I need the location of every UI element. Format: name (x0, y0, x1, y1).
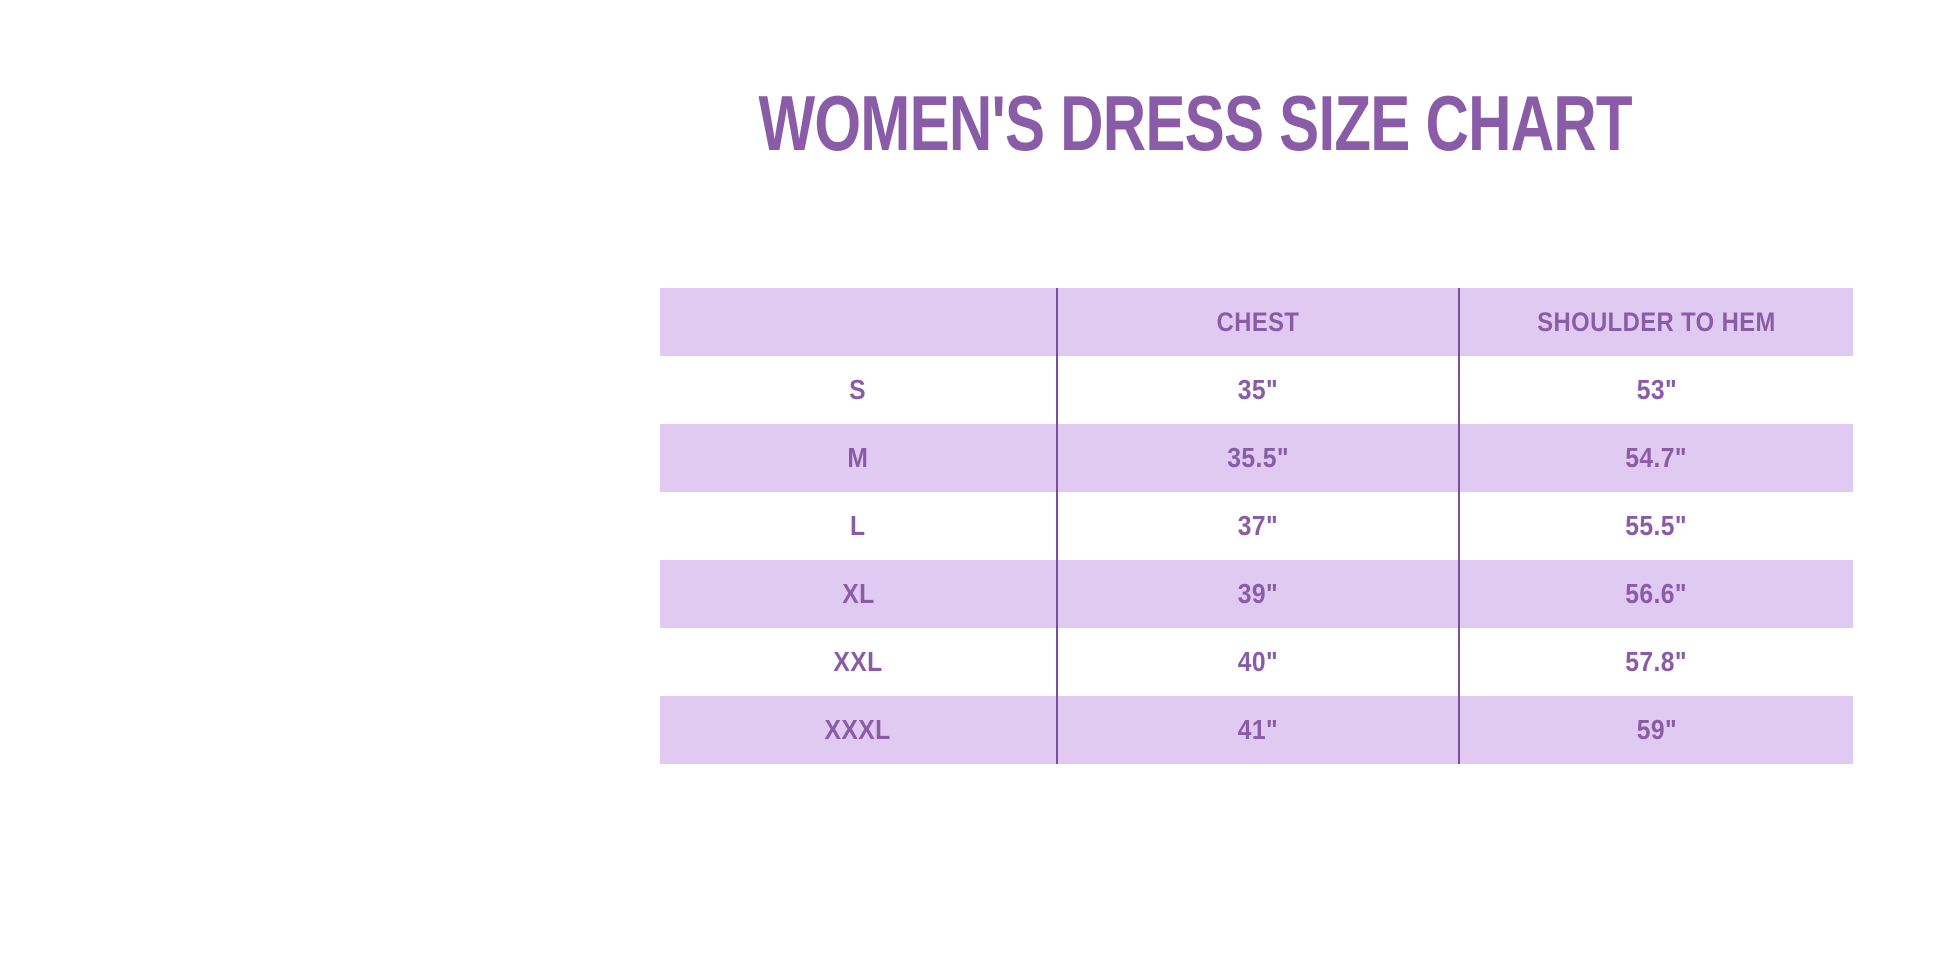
cell-size: XXXL (660, 696, 1056, 764)
cell-size: S (660, 356, 1056, 424)
cell-shoulder-to-hem: 59" (1458, 696, 1853, 764)
table-row: XXXL 41" 59" (660, 696, 1853, 764)
table-header-row: CHEST SHOULDER TO HEM (660, 288, 1853, 356)
cell-size: XL (660, 560, 1056, 628)
size-label: XXL (833, 646, 883, 677)
header-cell-chest: CHEST (1056, 288, 1458, 356)
cell-size: L (660, 492, 1056, 560)
chest-value: 35" (1237, 374, 1279, 405)
chest-value: 37" (1237, 510, 1279, 541)
shoulder-to-hem-value: 53" (1636, 374, 1677, 405)
cell-chest: 40" (1056, 628, 1458, 696)
cell-shoulder-to-hem: 55.5" (1458, 492, 1853, 560)
header-chest-label: CHEST (1216, 306, 1300, 337)
size-label: XXXL (824, 714, 892, 745)
cell-chest: 41" (1056, 696, 1458, 764)
cell-size: M (660, 424, 1056, 492)
shoulder-to-hem-value: 59" (1636, 714, 1677, 745)
size-table: CHEST SHOULDER TO HEM S 35" 53" M 35.5" (660, 288, 1853, 764)
page-title: WOMEN'S DRESS SIZE CHART (758, 79, 1632, 167)
cell-chest: 35" (1056, 356, 1458, 424)
table-row: S 35" 53" (660, 356, 1853, 424)
table-row: L 37" 55.5" (660, 492, 1853, 560)
shoulder-to-hem-value: 54.7" (1625, 442, 1688, 473)
cell-shoulder-to-hem: 56.6" (1458, 560, 1853, 628)
chest-value: 39" (1237, 578, 1279, 609)
header-shoulder-to-hem-label: SHOULDER TO HEM (1537, 306, 1776, 337)
shoulder-to-hem-value: 57.8" (1625, 646, 1688, 677)
size-label: S (849, 374, 867, 405)
table-row: XL 39" 56.6" (660, 560, 1853, 628)
cell-chest: 39" (1056, 560, 1458, 628)
chest-value: 41" (1237, 714, 1279, 745)
size-label: M (847, 442, 869, 473)
header-cell-shoulder-to-hem: SHOULDER TO HEM (1458, 288, 1853, 356)
cell-shoulder-to-hem: 57.8" (1458, 628, 1853, 696)
chest-value: 35.5" (1227, 442, 1289, 473)
cell-chest: 37" (1056, 492, 1458, 560)
chest-value: 40" (1237, 646, 1279, 677)
cell-chest: 35.5" (1056, 424, 1458, 492)
cell-size: XXL (660, 628, 1056, 696)
cell-shoulder-to-hem: 53" (1458, 356, 1853, 424)
table-row: M 35.5" 54.7" (660, 424, 1853, 492)
shoulder-to-hem-value: 55.5" (1625, 510, 1688, 541)
header-cell-size (660, 288, 1056, 356)
cell-shoulder-to-hem: 54.7" (1458, 424, 1853, 492)
page-title-wrap: WOMEN'S DRESS SIZE CHART (222, 84, 1946, 162)
shoulder-to-hem-value: 56.6" (1625, 578, 1688, 609)
size-label: L (850, 510, 866, 541)
table-row: XXL 40" 57.8" (660, 628, 1853, 696)
size-label: XL (841, 578, 875, 609)
